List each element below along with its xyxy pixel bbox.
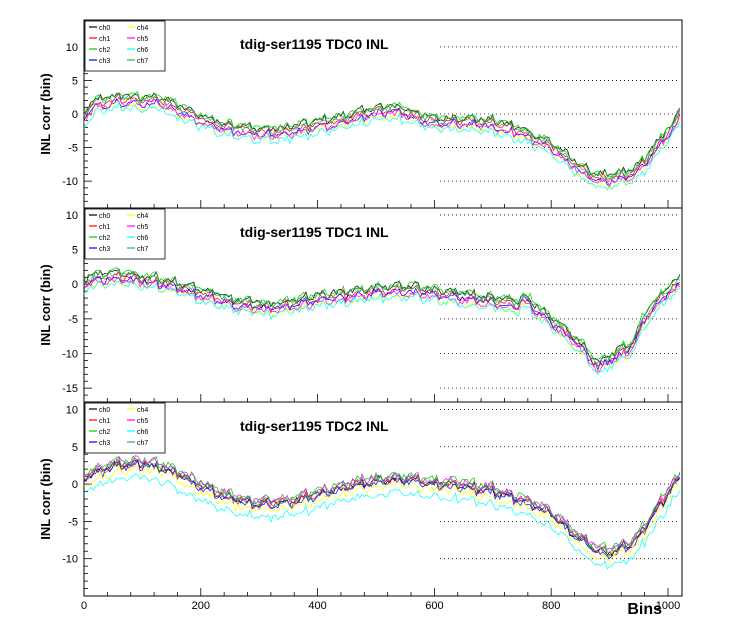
legend-label-ch1: ch1	[99, 418, 110, 425]
y-tick-label: -15	[62, 383, 78, 395]
legend-label-ch5: ch5	[137, 418, 148, 425]
series-line-ch6	[83, 280, 680, 376]
legend-label-ch6: ch6	[137, 47, 148, 54]
chart-title: tdig-ser1195 TDC2 INL	[240, 418, 389, 434]
legend-label-ch0: ch0	[99, 213, 110, 220]
legend-label-ch6: ch6	[137, 235, 148, 242]
series-line-ch3	[83, 275, 680, 372]
series-line-ch6	[83, 101, 681, 191]
y-tick-label: 10	[66, 42, 78, 54]
series-line-ch4	[83, 278, 681, 373]
series-line-ch0	[83, 268, 681, 364]
series-line-ch3	[83, 458, 681, 559]
chart-title: tdig-ser1195 TDC1 INL	[240, 224, 389, 240]
x-tick-label: 200	[192, 600, 210, 612]
legend-box	[84, 20, 166, 72]
legend-label-ch5: ch5	[137, 36, 148, 43]
series-line-ch7	[83, 91, 681, 182]
legend-label-ch7: ch7	[137, 58, 148, 65]
x-tick-label: 600	[425, 600, 443, 612]
chart-title: tdig-ser1195 TDC0 INL	[240, 36, 389, 52]
legend-label-ch3: ch3	[99, 58, 110, 65]
plot-frame	[83, 207, 683, 403]
legend-label-ch3: ch3	[99, 440, 110, 447]
legend-box	[84, 402, 166, 454]
legend: ch0 ch1 ch2 ch3 ch4 ch5 ch6 ch7	[84, 208, 166, 260]
x-axis-label: Bins	[627, 601, 662, 618]
legend-label-ch7: ch7	[137, 246, 148, 253]
y-axis-label: INL corr (bin)	[38, 73, 53, 154]
legend-label-ch1: ch1	[99, 36, 110, 43]
legend-label-ch4: ch4	[137, 407, 148, 414]
series-line-ch4	[83, 465, 681, 564]
x-tick-label: 400	[308, 600, 326, 612]
series-line-ch7	[83, 458, 680, 557]
y-tick-label: 0	[72, 279, 78, 291]
y-tick-label: -5	[68, 314, 78, 326]
legend-label-ch7: ch7	[137, 440, 148, 447]
y-tick-label: -10	[62, 176, 78, 188]
y-tick-label: -10	[62, 554, 78, 566]
series-line-ch7	[83, 270, 680, 365]
series-line-ch2	[83, 91, 680, 179]
legend-box	[84, 208, 166, 260]
legend-label-ch6: ch6	[137, 429, 148, 436]
series-line-ch1	[83, 271, 681, 367]
series-line-ch5	[83, 277, 680, 373]
y-axis-label: INL corr (bin)	[38, 264, 53, 345]
y-axis-label: INL corr (bin)	[38, 458, 53, 539]
chart-panel-0: -10 -5 0 5 10 INL corr (bin) tdig-ser1195 TDC0…	[38, 19, 683, 209]
legend-label-ch5: ch5	[137, 224, 148, 231]
legend-label-ch1: ch1	[99, 224, 110, 231]
y-tick-label: -10	[62, 349, 78, 361]
legend-label-ch3: ch3	[99, 246, 110, 253]
y-tick-label: 0	[72, 479, 78, 491]
y-tick-label: -5	[68, 516, 78, 528]
y-tick-label: 5	[72, 75, 78, 87]
y-tick-label: 0	[72, 109, 78, 121]
series-line-ch5	[84, 96, 681, 187]
legend-label-ch0: ch0	[99, 25, 110, 32]
legend-label-ch2: ch2	[99, 235, 110, 242]
y-tick-label: 10	[66, 210, 78, 222]
legend-label-ch2: ch2	[99, 47, 110, 54]
x-tick-label: 800	[542, 600, 560, 612]
legend-label-ch0: ch0	[99, 407, 110, 414]
x-tick-label: 1000	[656, 600, 680, 612]
chart-panel-2: -10 -5 0 5 10 0 200 400 600 800 1000 INL corr (bin)…	[38, 401, 683, 612]
legend: ch0 ch1 ch2 ch3 ch4 ch5 ch6 ch7	[84, 20, 166, 72]
legend: ch0 ch1 ch2 ch3 ch4 ch5 ch6 ch7	[84, 402, 166, 454]
legend-label-ch4: ch4	[137, 213, 148, 220]
series-line-ch6	[83, 473, 681, 570]
chart-panel-1: -15 -10 -5 0 5 10 INL corr (bin) tdig-ser1195 T…	[38, 207, 683, 403]
x-tick-label: 0	[81, 600, 87, 612]
y-tick-label: 10	[66, 404, 78, 416]
legend-label-ch2: ch2	[99, 429, 110, 436]
plot-frame	[83, 401, 683, 597]
y-tick-label: -5	[68, 143, 78, 155]
y-tick-label: 5	[72, 245, 78, 257]
legend-label-ch4: ch4	[137, 25, 148, 32]
y-tick-label: 5	[72, 442, 78, 454]
